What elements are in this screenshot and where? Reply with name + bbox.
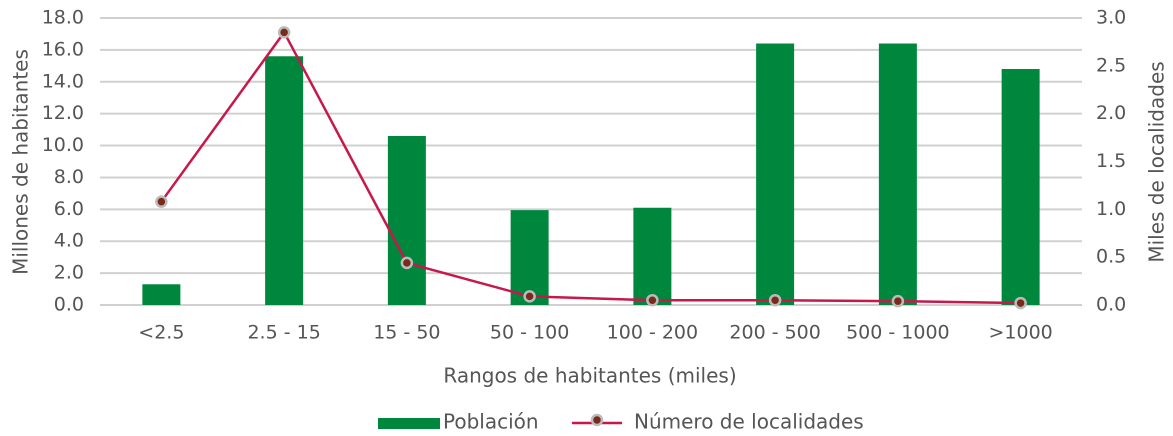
line-marker xyxy=(155,195,168,208)
y2-tick-label: 0.5 xyxy=(1096,246,1126,268)
legend-marker xyxy=(590,413,604,427)
line-marker xyxy=(277,26,291,39)
x-tick-label: >1000 xyxy=(988,322,1052,344)
y2-tick-label: 1.0 xyxy=(1096,198,1126,220)
bar xyxy=(387,135,426,305)
y-tick-label: 6.0 xyxy=(54,198,84,220)
bar xyxy=(633,207,672,305)
x-tick-label: 200 - 500 xyxy=(729,322,820,344)
x-tick-label: 2.5 - 15 xyxy=(247,322,320,344)
y2-tick-label: 3.0 xyxy=(1096,7,1126,29)
line-marker xyxy=(1014,296,1027,310)
x-tick-label: 15 - 50 xyxy=(373,322,440,344)
legend-label: Número de localidades xyxy=(634,410,864,434)
bar xyxy=(142,284,181,305)
y2-tick-label: 2.0 xyxy=(1096,102,1126,124)
bar xyxy=(878,43,917,306)
bar xyxy=(265,56,304,306)
legend-swatch xyxy=(378,418,440,429)
legend-label: Población xyxy=(443,410,539,434)
y2-tick-label: 1.5 xyxy=(1096,150,1126,172)
y-tick-label: 4.0 xyxy=(54,230,84,252)
bar xyxy=(510,210,549,305)
y-tick-label: 10.0 xyxy=(42,134,84,156)
y2-tick-label: 2.5 xyxy=(1096,54,1126,76)
y-tick-label: 14.0 xyxy=(42,70,84,92)
y-tick-label: 16.0 xyxy=(42,38,84,60)
y2-tick-label: 0.0 xyxy=(1096,294,1126,316)
line-marker xyxy=(768,293,782,307)
x-axis-title: Rangos de habitantes (miles) xyxy=(443,364,736,388)
bar xyxy=(1001,69,1040,306)
y2-axis-title: Miles de localidades xyxy=(1145,61,1169,262)
bar xyxy=(756,43,795,306)
line-marker xyxy=(646,293,659,307)
line-marker xyxy=(523,290,536,303)
y-tick-label: 2.0 xyxy=(54,262,84,284)
y-axis-title: Millones de habitantes xyxy=(9,49,33,275)
y-tick-label: 18.0 xyxy=(42,7,84,29)
line-marker xyxy=(891,294,905,308)
y-tick-label: 12.0 xyxy=(42,102,84,124)
line-marker xyxy=(400,256,414,270)
y-tick-label: 8.0 xyxy=(54,166,84,188)
x-tick-label: 500 - 1000 xyxy=(846,322,950,344)
x-tick-label: <2.5 xyxy=(138,322,184,344)
line xyxy=(160,29,1021,305)
x-tick-label: 50 - 100 xyxy=(490,322,569,344)
x-tick-label: 100 - 200 xyxy=(607,322,698,344)
y-tick-label: 0.0 xyxy=(54,294,84,316)
